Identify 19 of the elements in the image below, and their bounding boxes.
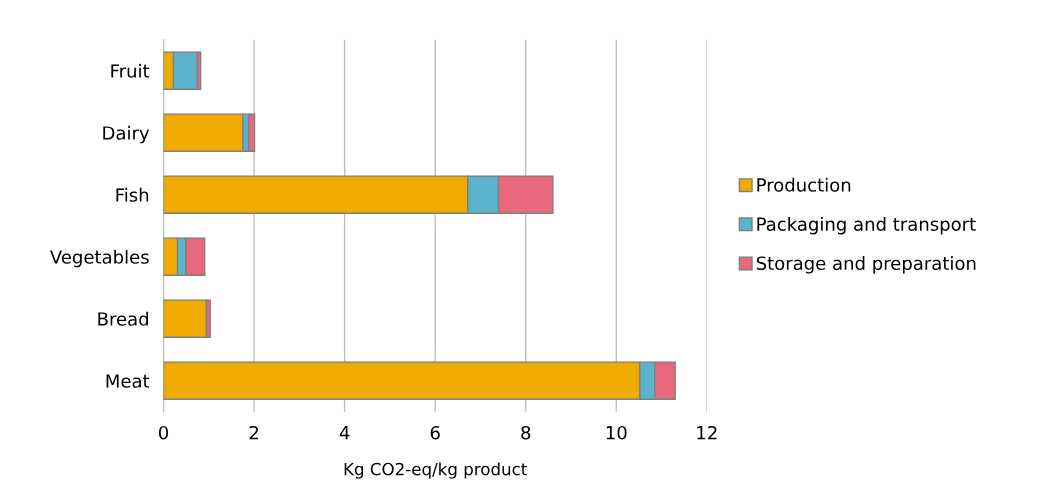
x-tick-label: 8 (521, 425, 531, 440)
y-tick-label: Bread (98, 311, 148, 326)
legend-label: Storage and preparation (756, 256, 976, 274)
x-tick-label: 6 (430, 425, 440, 440)
y-tick-label: Meat (106, 374, 150, 388)
x-tick-label: 4 (339, 426, 350, 440)
y-tick-label: Vegetables (50, 249, 149, 268)
x-axis-title: Kg CO2-eq/kg product (344, 462, 527, 479)
bar (163, 299, 208, 338)
x-tick-label: 10 (606, 425, 627, 440)
x-tick-label: 0 (158, 425, 169, 440)
y-tick-label: Fruit (111, 63, 150, 78)
legend-label: Production (757, 177, 851, 192)
bar (163, 113, 244, 152)
y-tick-label: Fish (116, 187, 149, 202)
y-tick-label: Dairy (103, 125, 150, 144)
x-tick-label: 12 (697, 425, 717, 440)
legend-label: Packaging and transport (757, 216, 976, 235)
x-tick-label: 2 (249, 425, 259, 440)
